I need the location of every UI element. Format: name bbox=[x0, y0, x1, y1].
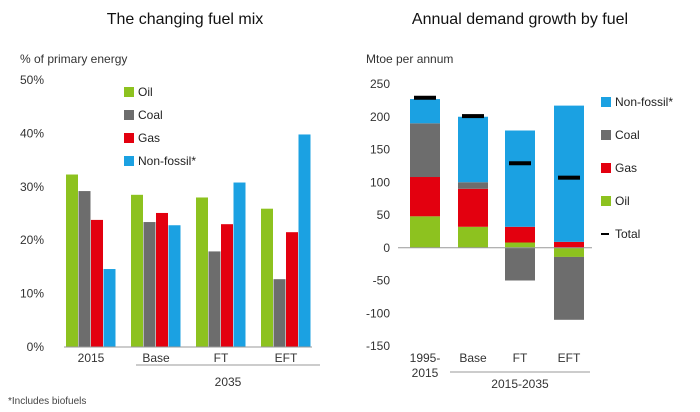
right-y-axis-label: Mtoe per annum bbox=[366, 52, 453, 66]
right-bar-nonfossil bbox=[458, 116, 488, 183]
right-legend-swatch bbox=[601, 130, 611, 140]
right-total-marker bbox=[462, 114, 484, 119]
left-bar-gas bbox=[286, 232, 298, 347]
left-y-tick-labels: 0% 10% 20% 30% 40% 50% bbox=[20, 73, 44, 354]
left-legend-swatch bbox=[124, 110, 134, 120]
right-y-tick-label: -50 bbox=[373, 274, 391, 288]
left-y-tick-label: 20% bbox=[20, 233, 44, 247]
left-bar-gas bbox=[221, 224, 233, 347]
right-x-tick-label: FT bbox=[513, 351, 528, 365]
left-bar-nonfossil bbox=[103, 269, 116, 347]
right-y-tick-label: -150 bbox=[366, 339, 390, 353]
right-bar-coal bbox=[554, 256, 584, 320]
left-bar-coal bbox=[273, 279, 286, 347]
left-bar-nonfossil bbox=[168, 225, 181, 347]
right-legend-swatch bbox=[601, 163, 611, 173]
right-bar-coal bbox=[410, 123, 440, 178]
left-legend-label: Gas bbox=[138, 131, 160, 145]
right-y-tick-labels: -150 -100 -50 0 50 100 150 200 250 bbox=[366, 77, 390, 353]
right-y-tick-label: 150 bbox=[370, 143, 390, 157]
left-y-tick-label: 50% bbox=[20, 73, 44, 87]
left-y-tick-label: 40% bbox=[20, 126, 44, 140]
left-bar-oil bbox=[261, 208, 273, 347]
right-legend: Non-fossil* Coal Gas Oil Total bbox=[601, 95, 673, 241]
left-legend: Oil Coal Gas Non-fossil* bbox=[124, 85, 196, 168]
left-legend-swatch bbox=[124, 133, 134, 143]
right-x-tick-label: EFT bbox=[558, 351, 581, 365]
footnote: *Includes biofuels bbox=[8, 396, 86, 407]
right-y-tick-label: 0 bbox=[383, 241, 390, 255]
left-x-tick-label: 2015 bbox=[78, 351, 105, 365]
left-group-label: 2035 bbox=[215, 375, 242, 389]
right-total-marker bbox=[414, 95, 436, 100]
left-bar-oil bbox=[66, 174, 78, 347]
right-total-marker bbox=[558, 175, 580, 180]
right-y-tick-label: 100 bbox=[370, 175, 390, 189]
right-bar-oil bbox=[554, 247, 584, 257]
left-bar-coal bbox=[208, 251, 221, 347]
left-x-tick-labels: 2015 Base FT EFT bbox=[78, 351, 298, 365]
right-total-marker bbox=[509, 161, 531, 166]
right-bar-coal bbox=[505, 247, 535, 281]
left-legend-label: Coal bbox=[138, 108, 163, 122]
right-y-tick-label: 250 bbox=[370, 77, 390, 91]
right-legend-label: Non-fossil* bbox=[615, 95, 673, 109]
right-bar-gas bbox=[554, 241, 584, 248]
left-bar-gas bbox=[156, 212, 168, 347]
left-y-tick-label: 0% bbox=[27, 340, 45, 354]
right-bar-coal bbox=[458, 182, 488, 189]
left-bar-coal bbox=[143, 222, 156, 347]
right-legend-swatch bbox=[601, 196, 611, 206]
right-y-tick-label: -100 bbox=[366, 306, 390, 320]
right-group-label: 2015-2035 bbox=[491, 377, 549, 391]
right-x-tick-label: 1995-2015 bbox=[410, 351, 441, 380]
left-legend-swatch bbox=[124, 87, 134, 97]
right-bar-nonfossil bbox=[505, 130, 535, 227]
right-x-tick-label: Base bbox=[459, 351, 487, 365]
left-bar-oil bbox=[131, 194, 143, 347]
right-bar-oil bbox=[505, 242, 535, 248]
left-legend-label: Oil bbox=[138, 85, 153, 99]
left-y-tick-label: 30% bbox=[20, 180, 44, 194]
right-bar-nonfossil bbox=[554, 105, 584, 242]
left-legend-swatch bbox=[124, 156, 134, 166]
right-chart-title: Annual demand growth by fuel bbox=[412, 11, 628, 28]
right-bar-oil bbox=[458, 226, 488, 248]
left-y-tick-label: 10% bbox=[20, 287, 44, 301]
right-bars bbox=[410, 95, 584, 320]
left-legend-label: Non-fossil* bbox=[138, 154, 196, 168]
right-legend-label: Gas bbox=[615, 161, 637, 175]
right-legend-label: Total bbox=[615, 227, 640, 241]
right-bar-gas bbox=[505, 226, 535, 243]
right-bar-gas bbox=[410, 177, 440, 217]
left-bar-nonfossil bbox=[233, 182, 246, 347]
right-x-tick-labels: 1995-2015 Base FT EFT bbox=[410, 351, 581, 380]
right-legend-swatch bbox=[601, 97, 611, 107]
right-legend-label: Coal bbox=[615, 128, 640, 142]
left-bar-gas bbox=[91, 219, 103, 347]
left-x-tick-label: FT bbox=[214, 351, 229, 365]
right-bar-oil bbox=[410, 216, 440, 248]
right-legend-total-marker bbox=[601, 233, 609, 235]
right-bar-nonfossil bbox=[410, 99, 440, 124]
right-legend-label: Oil bbox=[615, 194, 630, 208]
left-x-tick-label: Base bbox=[142, 351, 170, 365]
right-bar-gas bbox=[458, 188, 488, 227]
left-chart-title: The changing fuel mix bbox=[107, 11, 264, 28]
left-x-tick-label: EFT bbox=[275, 351, 298, 365]
left-y-axis-label: % of primary energy bbox=[20, 52, 127, 66]
left-bar-coal bbox=[78, 191, 91, 347]
left-bar-nonfossil bbox=[298, 134, 311, 347]
left-bars bbox=[66, 134, 311, 347]
right-y-tick-label: 200 bbox=[370, 110, 390, 124]
left-bar-oil bbox=[196, 197, 208, 347]
right-y-tick-label: 50 bbox=[377, 208, 391, 222]
